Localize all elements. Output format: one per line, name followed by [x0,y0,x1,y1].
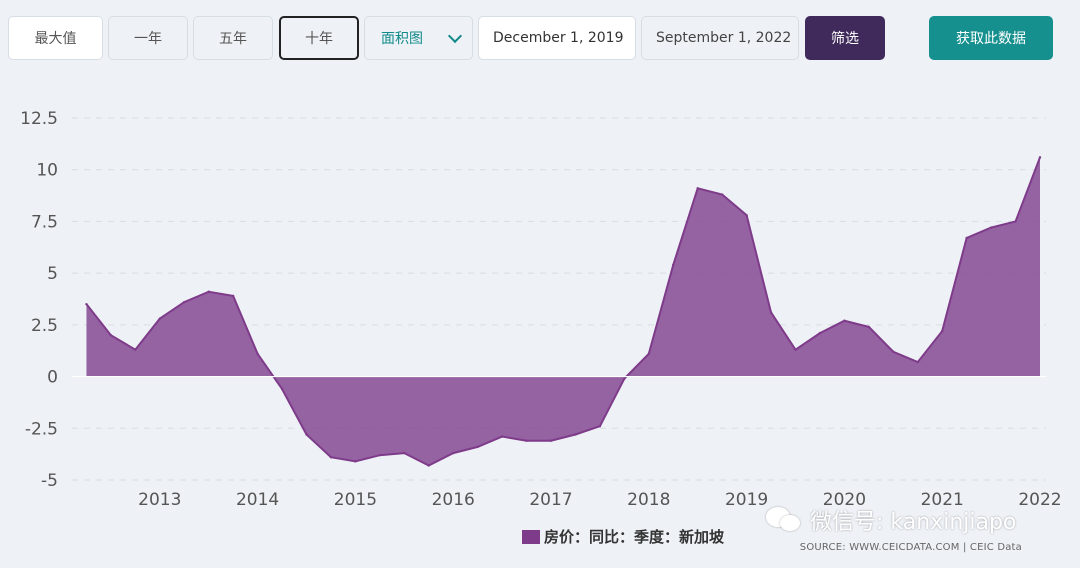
data-point [696,187,699,190]
range-button-10y[interactable]: 十年 [279,16,359,60]
end-date-input[interactable]: September 1, 2022 [641,16,799,60]
data-point [916,360,919,364]
legend-swatch [522,529,540,544]
chart-type-select[interactable]: 面积图 [364,16,473,60]
x-tick-label: 2020 [823,490,866,510]
data-point [183,300,186,304]
series-area [86,157,1040,466]
data-point [231,294,235,298]
x-tick-label: 2018 [627,490,670,510]
data-point [892,350,895,353]
watermark: 微信号: kanxinjiapo [766,504,1016,536]
data-point [867,325,871,329]
range-button-max[interactable]: 最大值 [8,16,103,60]
range-button-5y[interactable]: 五年 [193,16,273,60]
y-tick-label: -5 [41,471,58,491]
data-point [1014,220,1017,223]
data-point [818,331,822,335]
data-point [965,236,968,240]
start-date-input[interactable]: December 1, 2019 [478,16,636,60]
y-tick-label: 0 [47,368,58,388]
data-point [1038,156,1042,159]
chart-type-select-value: 面积图 [381,31,423,47]
y-tick-label: -2.5 [25,419,58,439]
data-point [85,302,88,306]
data-point [672,263,675,267]
y-tick-label: 12.5 [20,109,58,129]
data-point [720,193,724,196]
y-tick-label: 7.5 [31,212,58,232]
x-tick-label: 2017 [529,490,572,510]
wechat-icon [766,507,802,533]
source-note: SOURCE: WWW.CEICDATA.COM | CEIC Data [799,542,1022,553]
data-point [207,290,210,293]
x-tick-label: 2021 [921,490,964,510]
data-point [109,334,113,337]
data-point [378,453,382,457]
data-point [794,348,797,351]
chevron-down-icon [447,28,463,44]
y-tick-label: 10 [36,161,58,181]
range-button-1y[interactable]: 一年 [108,16,188,60]
x-tick-label: 2022 [1018,490,1061,510]
data-point [476,445,479,449]
data-point [403,451,406,455]
series-layer [72,156,1046,467]
data-point [452,451,455,455]
legend: 房价：同比：季度：新加坡 [522,526,724,547]
data-point [354,460,357,463]
data-point [989,226,993,229]
data-point [329,456,333,459]
toolbar: 最大值 一年 五年 十年 面积图 December 1, 2019 Septem… [0,0,1080,80]
data-point [623,377,626,380]
data-point [574,433,577,436]
x-tick-label: 2014 [236,490,279,510]
get-data-button[interactable]: 获取此数据 [929,16,1053,60]
x-tick-label: 2019 [725,490,768,510]
series-line [85,156,1041,467]
watermark-text: 微信号: kanxinjiapo [810,510,1017,535]
data-point [941,329,944,333]
data-point [598,425,602,428]
data-point [256,352,259,356]
data-point [280,387,284,391]
data-point [549,439,553,442]
x-axis: 2013 2014 2015 2016 2017 2018 2019 2020 2021 2022 [138,490,1061,510]
data-point [647,352,650,356]
data-point [843,319,846,322]
x-tick-label: 2016 [432,490,475,510]
x-tick-label: 2013 [138,490,181,510]
data-point [525,439,528,442]
data-point [769,311,773,314]
y-axis: 12.5 10 7.5 5 2.5 0 -2.5 -5 [20,109,58,491]
legend-label: 房价：同比：季度：新加坡 [544,528,725,546]
data-point [305,433,308,436]
data-point [134,348,137,351]
y-tick-label: 2.5 [31,316,58,336]
x-tick-label: 2015 [334,490,377,510]
data-point [500,435,504,438]
data-point [427,464,430,467]
filter-button[interactable]: 筛选 [805,16,885,60]
data-point [745,214,748,217]
y-tick-label: 5 [47,264,58,284]
data-point [158,317,161,320]
